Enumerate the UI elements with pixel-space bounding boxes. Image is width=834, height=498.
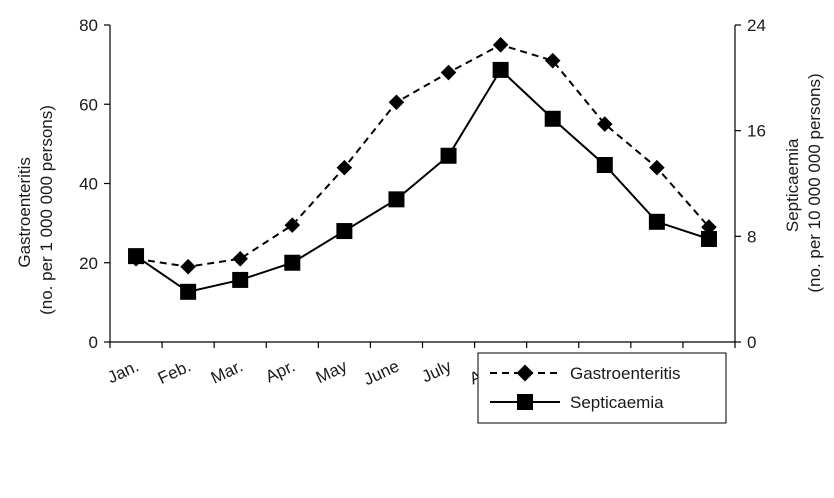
diamond-point bbox=[388, 94, 405, 111]
square-point bbox=[336, 223, 353, 240]
square-point bbox=[596, 157, 613, 174]
diamond-point bbox=[649, 159, 665, 176]
diamond-point bbox=[284, 217, 301, 233]
legend-septi-label: Septicaemia bbox=[570, 393, 664, 412]
series-gastroenteritis bbox=[128, 37, 717, 275]
left-tick-label: 80 bbox=[79, 16, 98, 35]
diamond-point bbox=[440, 64, 457, 81]
square-point bbox=[492, 61, 509, 78]
x-tick-label: Jan. bbox=[105, 356, 142, 387]
diamond-point bbox=[232, 251, 248, 267]
left-axis-title: Gastroenteritis (no. per 1 000 000 perso… bbox=[15, 105, 56, 315]
left-tick-label: 40 bbox=[79, 175, 98, 194]
x-tick-label: Mar. bbox=[208, 356, 246, 387]
legend-septi-marker bbox=[517, 394, 533, 410]
square-point bbox=[232, 271, 249, 288]
right-axis-title-line1: Septicaemia bbox=[783, 138, 802, 232]
diamond-point bbox=[180, 258, 196, 275]
left-tick-label: 0 bbox=[89, 333, 98, 352]
series-septicaemia bbox=[128, 61, 717, 300]
right-tick-label: 24 bbox=[747, 16, 766, 35]
left-axis-title-line1: Gastroenteritis bbox=[15, 157, 34, 268]
square-point bbox=[284, 254, 301, 271]
axes bbox=[109, 25, 736, 343]
left-axis-ticks: 0 20 40 60 80 bbox=[79, 16, 110, 352]
series-layer bbox=[128, 37, 717, 300]
x-tick-label: June bbox=[361, 356, 402, 389]
left-tick-label: 20 bbox=[79, 254, 98, 273]
diamond-point bbox=[336, 159, 353, 176]
square-point bbox=[648, 213, 665, 230]
legend: Gastroenteritis Septicaemia bbox=[477, 352, 727, 424]
legend-gastro-label: Gastroenteritis bbox=[570, 364, 681, 383]
right-tick-label: 16 bbox=[747, 122, 766, 141]
legend-box bbox=[477, 352, 727, 424]
square-point bbox=[180, 283, 197, 300]
x-tick-label: Apr. bbox=[263, 356, 298, 386]
left-axis-title-line2: (no. per 1 000 000 persons) bbox=[37, 105, 56, 315]
square-point bbox=[544, 110, 561, 127]
right-tick-label: 0 bbox=[747, 333, 756, 352]
square-point bbox=[128, 248, 145, 265]
right-axis-title-line2: (no. per 10 000 000 persons) bbox=[805, 73, 824, 292]
right-tick-label: 8 bbox=[747, 227, 756, 246]
right-axis-title: Septicaemia (no. per 10 000 000 persons) bbox=[783, 73, 824, 292]
series-line bbox=[135, 68, 710, 293]
square-point bbox=[440, 147, 457, 164]
diamond-point bbox=[492, 37, 509, 53]
x-tick-label: Feb. bbox=[155, 356, 194, 388]
x-tick-label: July bbox=[419, 356, 455, 386]
square-point bbox=[700, 230, 717, 247]
legend-gastro-marker bbox=[516, 364, 534, 382]
square-point bbox=[388, 191, 405, 208]
left-tick-label: 60 bbox=[79, 95, 98, 114]
x-tick-label: May bbox=[313, 356, 351, 387]
right-axis-ticks: 0 8 16 24 bbox=[735, 16, 766, 352]
series-line bbox=[135, 43, 710, 268]
